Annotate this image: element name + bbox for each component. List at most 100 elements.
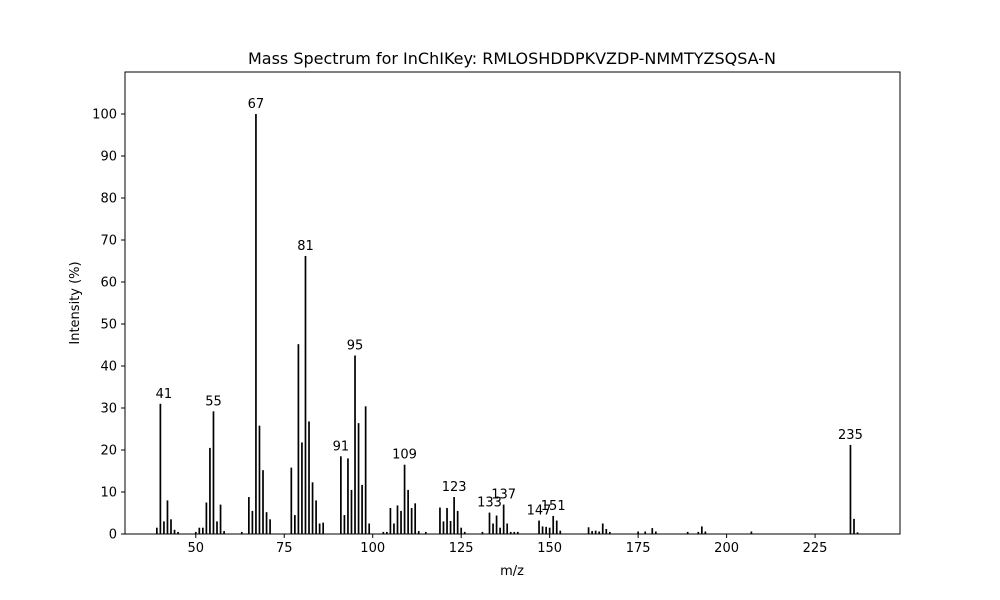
spectrum-bar [442,521,445,534]
spectrum-bar [481,531,484,534]
spectrum-bar [262,470,264,534]
spectrum-bar [509,531,512,534]
spectrum-bar [750,531,753,534]
x-tick-label: 50 [188,541,205,556]
spectrum-bar [644,531,647,534]
peak-label: 55 [205,394,222,409]
spectrum-bar [853,518,855,534]
spectrum-bar [446,507,448,534]
spectrum-bar [315,500,317,534]
spectrum-bar [400,510,402,534]
spectrum-bar [173,529,176,534]
spectrum-bar [269,519,271,534]
spectrum-bar [456,510,459,534]
spectrum-bar [697,531,700,534]
spectrum-bar [538,520,540,534]
y-tick-label: 0 [109,528,117,543]
spectrum-bar [198,527,201,534]
spectrum-bar [170,519,172,534]
spectrum-bar [240,531,243,534]
x-axis: 50 75 100 125 150 175 200 225 [188,534,827,556]
spectrum-bar [555,520,558,534]
spectrum-bar [414,503,417,534]
spectrum-bar [495,515,498,534]
bars-group [156,114,859,534]
spectrum-bar [340,456,342,534]
spectrum-bar [605,528,608,534]
spectrum-bar [216,521,218,534]
y-tick-label: 50 [100,318,117,333]
y-tick-label: 90 [100,150,117,165]
spectrum-bar [499,527,501,534]
spectrum-bar [410,507,413,534]
peak-label: 235 [838,428,863,443]
spectrum-bar [506,523,509,534]
spectrum-bar [654,531,657,534]
spectrum-bar [587,527,590,534]
spectrum-bar [255,114,257,534]
peak-label: 123 [442,480,467,495]
spectrum-bar [290,467,293,534]
spectrum-bar [849,444,852,534]
spectrum-bar [548,527,551,534]
spectrum-bar [322,522,325,534]
peak-label: 137 [491,488,516,503]
spectrum-bar [156,527,158,534]
spectrum-bar [347,458,349,534]
spectrum-bar [856,532,859,534]
spectrum-bar [248,497,250,534]
spectrum-bar [492,523,494,534]
spectrum-bar [361,484,363,534]
spectrum-bar [294,515,296,534]
spectrum-bar [209,447,211,534]
x-tick-label: 75 [276,541,293,556]
x-tick-label: 150 [537,541,562,556]
spectrum-bar [343,515,346,534]
spectrum-bar [389,507,392,534]
spectrum-bar [368,523,371,534]
spectrum-bar [502,504,505,534]
peak-label: 91 [333,439,350,454]
spectrum-bar [393,523,395,534]
spectrum-bar [598,531,601,534]
y-tick-label: 80 [100,192,117,207]
spectrum-bar [403,464,406,534]
spectrum-bar [545,526,547,534]
spectrum-bar [311,482,314,534]
spectrum-bar [594,530,597,534]
spectrum-bar [637,531,639,534]
spectrum-bar [297,344,300,534]
y-tick-label: 40 [100,360,117,375]
y-axis: 0 10 20 30 40 50 60 70 80 90 100 [92,108,125,543]
spectrum-bar [396,505,399,534]
peak-label: 95 [347,339,364,354]
chart-title: Mass Spectrum for InChIKey: RMLOSHDDPKVZ… [248,49,776,68]
peak-label: 67 [248,97,265,112]
spectrum-bar [601,523,604,534]
y-tick-label: 70 [100,234,117,249]
x-tick-label: 175 [626,541,651,556]
spectrum-bar [304,255,307,534]
spectrum-bar [308,421,310,534]
spectrum-bar [364,406,367,534]
spectrum-bar [386,531,388,534]
spectrum-bar [407,489,409,534]
spectrum-bar [318,523,321,534]
spectrum-bar [460,527,463,534]
spectrum-bar [265,512,268,534]
spectrum-bar [350,489,353,534]
spectrum-bar [194,531,197,534]
spectrum-bar [591,531,593,534]
spectrum-bar [258,425,261,534]
peak-label: 133 [477,496,502,511]
y-axis-label: Intensity (%) [68,261,83,344]
y-tick-label: 30 [100,402,117,417]
y-tick-label: 10 [100,486,117,501]
spectrum-bar [704,531,707,534]
y-tick-label: 20 [100,444,117,459]
spectrum-bar [488,512,491,534]
spectrum-bar [439,507,441,534]
x-tick-label: 100 [360,541,385,556]
spectrum-bar [382,531,385,534]
